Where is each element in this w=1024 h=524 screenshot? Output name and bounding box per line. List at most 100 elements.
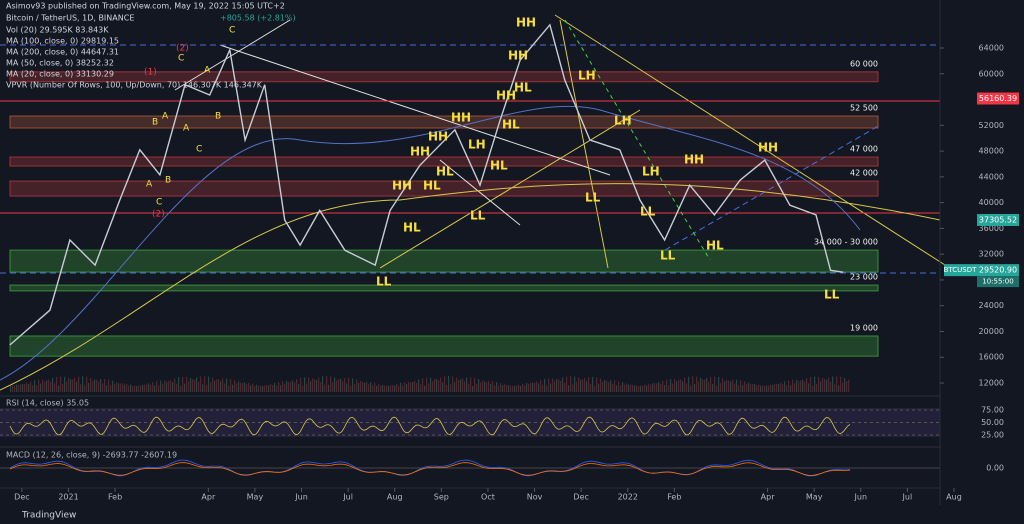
volume-bar: [140, 385, 142, 392]
volume-bar: [118, 383, 120, 392]
rsi-line: [9, 416, 851, 436]
volume-bar: [272, 385, 274, 392]
annotation: HH: [392, 179, 412, 193]
volume-bar: [484, 381, 486, 392]
wave-label: C: [178, 54, 184, 64]
y-tick-label: 52000: [979, 121, 1004, 130]
volume-bar: [428, 383, 430, 392]
volume-bar: [390, 385, 392, 392]
volume-bar: [482, 380, 484, 392]
volume: [10, 376, 850, 392]
volume-bar: [634, 385, 636, 392]
volume-bar: [298, 384, 300, 392]
annotation: HL: [502, 118, 520, 132]
rsi-title: RSI (14, close) 35.05: [6, 399, 89, 408]
volume-bar: [822, 377, 824, 392]
volume-bar: [260, 385, 262, 392]
volume-bar: [816, 383, 818, 392]
volume-bar: [702, 379, 704, 392]
volume-bar: [706, 377, 708, 392]
volume-bar: [736, 379, 738, 392]
volume-bar: [582, 379, 584, 392]
volume-bar: [154, 385, 156, 392]
volume-bar: [384, 385, 386, 392]
volume-bar: [182, 376, 184, 392]
volume-bar: [324, 384, 326, 392]
volume-bar: [236, 383, 238, 392]
volume-bar: [812, 385, 814, 392]
volume-bar: [554, 381, 556, 392]
volume-bar: [628, 384, 630, 392]
volume-bar: [96, 379, 98, 392]
volume-bar: [642, 385, 644, 392]
volume-bar: [396, 383, 398, 392]
volume-bar: [840, 376, 842, 392]
volume-bar: [274, 382, 276, 392]
volume-bar: [306, 383, 308, 392]
volume-bar: [56, 377, 58, 392]
volume-bar: [292, 380, 294, 392]
volume-bar: [36, 385, 38, 392]
footer: TradingView: [21, 511, 76, 521]
annotation: LH: [614, 114, 632, 128]
trendline: [439, 159, 521, 226]
volume-bar: [328, 384, 330, 392]
trendline: [219, 44, 611, 176]
volume-bar: [522, 383, 524, 392]
volume-bar: [790, 385, 792, 392]
volume-bar: [234, 380, 236, 392]
volume-bar: [24, 383, 26, 392]
volume-bar: [258, 385, 260, 392]
volume-bar: [480, 382, 482, 392]
volume-bar: [108, 379, 110, 392]
annotation: LH: [578, 69, 596, 83]
volume-bar: [784, 381, 786, 392]
volume-bar: [752, 383, 754, 392]
volume-bar: [352, 378, 354, 392]
volume-bar: [536, 381, 538, 392]
volume-bar: [230, 378, 232, 392]
volume-bar: [778, 383, 780, 392]
zone: [9, 156, 879, 167]
volume-bar: [498, 385, 500, 392]
volume-bar: [574, 376, 576, 392]
volume-bar: [206, 385, 208, 392]
zone-label: 34 000 - 30 000: [814, 238, 878, 247]
volume-bar: [576, 381, 578, 392]
volume-bar: [506, 385, 508, 392]
annotation: HH: [684, 153, 704, 167]
price-tag-label: 56160.39: [979, 94, 1017, 103]
volume-bar: [114, 383, 116, 392]
volume-bar: [586, 381, 588, 392]
volume-bar: [626, 383, 628, 392]
volume-bar: [158, 385, 160, 392]
zone: [9, 284, 879, 292]
volume-bar: [832, 376, 834, 392]
volume-bar: [178, 377, 180, 392]
volume-bar: [780, 382, 782, 392]
wave-label: A: [204, 66, 211, 76]
x-tick-label: Aug: [387, 493, 403, 502]
indicator: Vol (20) 29.595K 83.843K: [6, 26, 109, 35]
zones: 60 000 52 500 47 000 42 000 34 000 - 30 000 2…: [9, 59, 879, 357]
volume-bar: [184, 383, 186, 392]
volume-bar: [144, 384, 146, 392]
volume-bar: [544, 378, 546, 392]
annotation: HL: [514, 81, 532, 95]
volume-bar: [472, 385, 474, 392]
volume-bar: [734, 383, 736, 392]
volume-bar: [592, 376, 594, 392]
volume-bar: [62, 383, 64, 392]
volume-bar: [416, 382, 418, 392]
volume-bar: [496, 381, 498, 392]
trendline: [664, 124, 881, 251]
volume-bar: [280, 385, 282, 392]
volume-bar: [748, 382, 750, 392]
x-tick-label: Feb: [108, 493, 122, 502]
volume-bar: [722, 378, 724, 392]
volume-bar: [250, 385, 252, 392]
volume-bar: [164, 380, 166, 392]
volume-bar: [590, 383, 592, 392]
volume-bar: [782, 384, 784, 392]
